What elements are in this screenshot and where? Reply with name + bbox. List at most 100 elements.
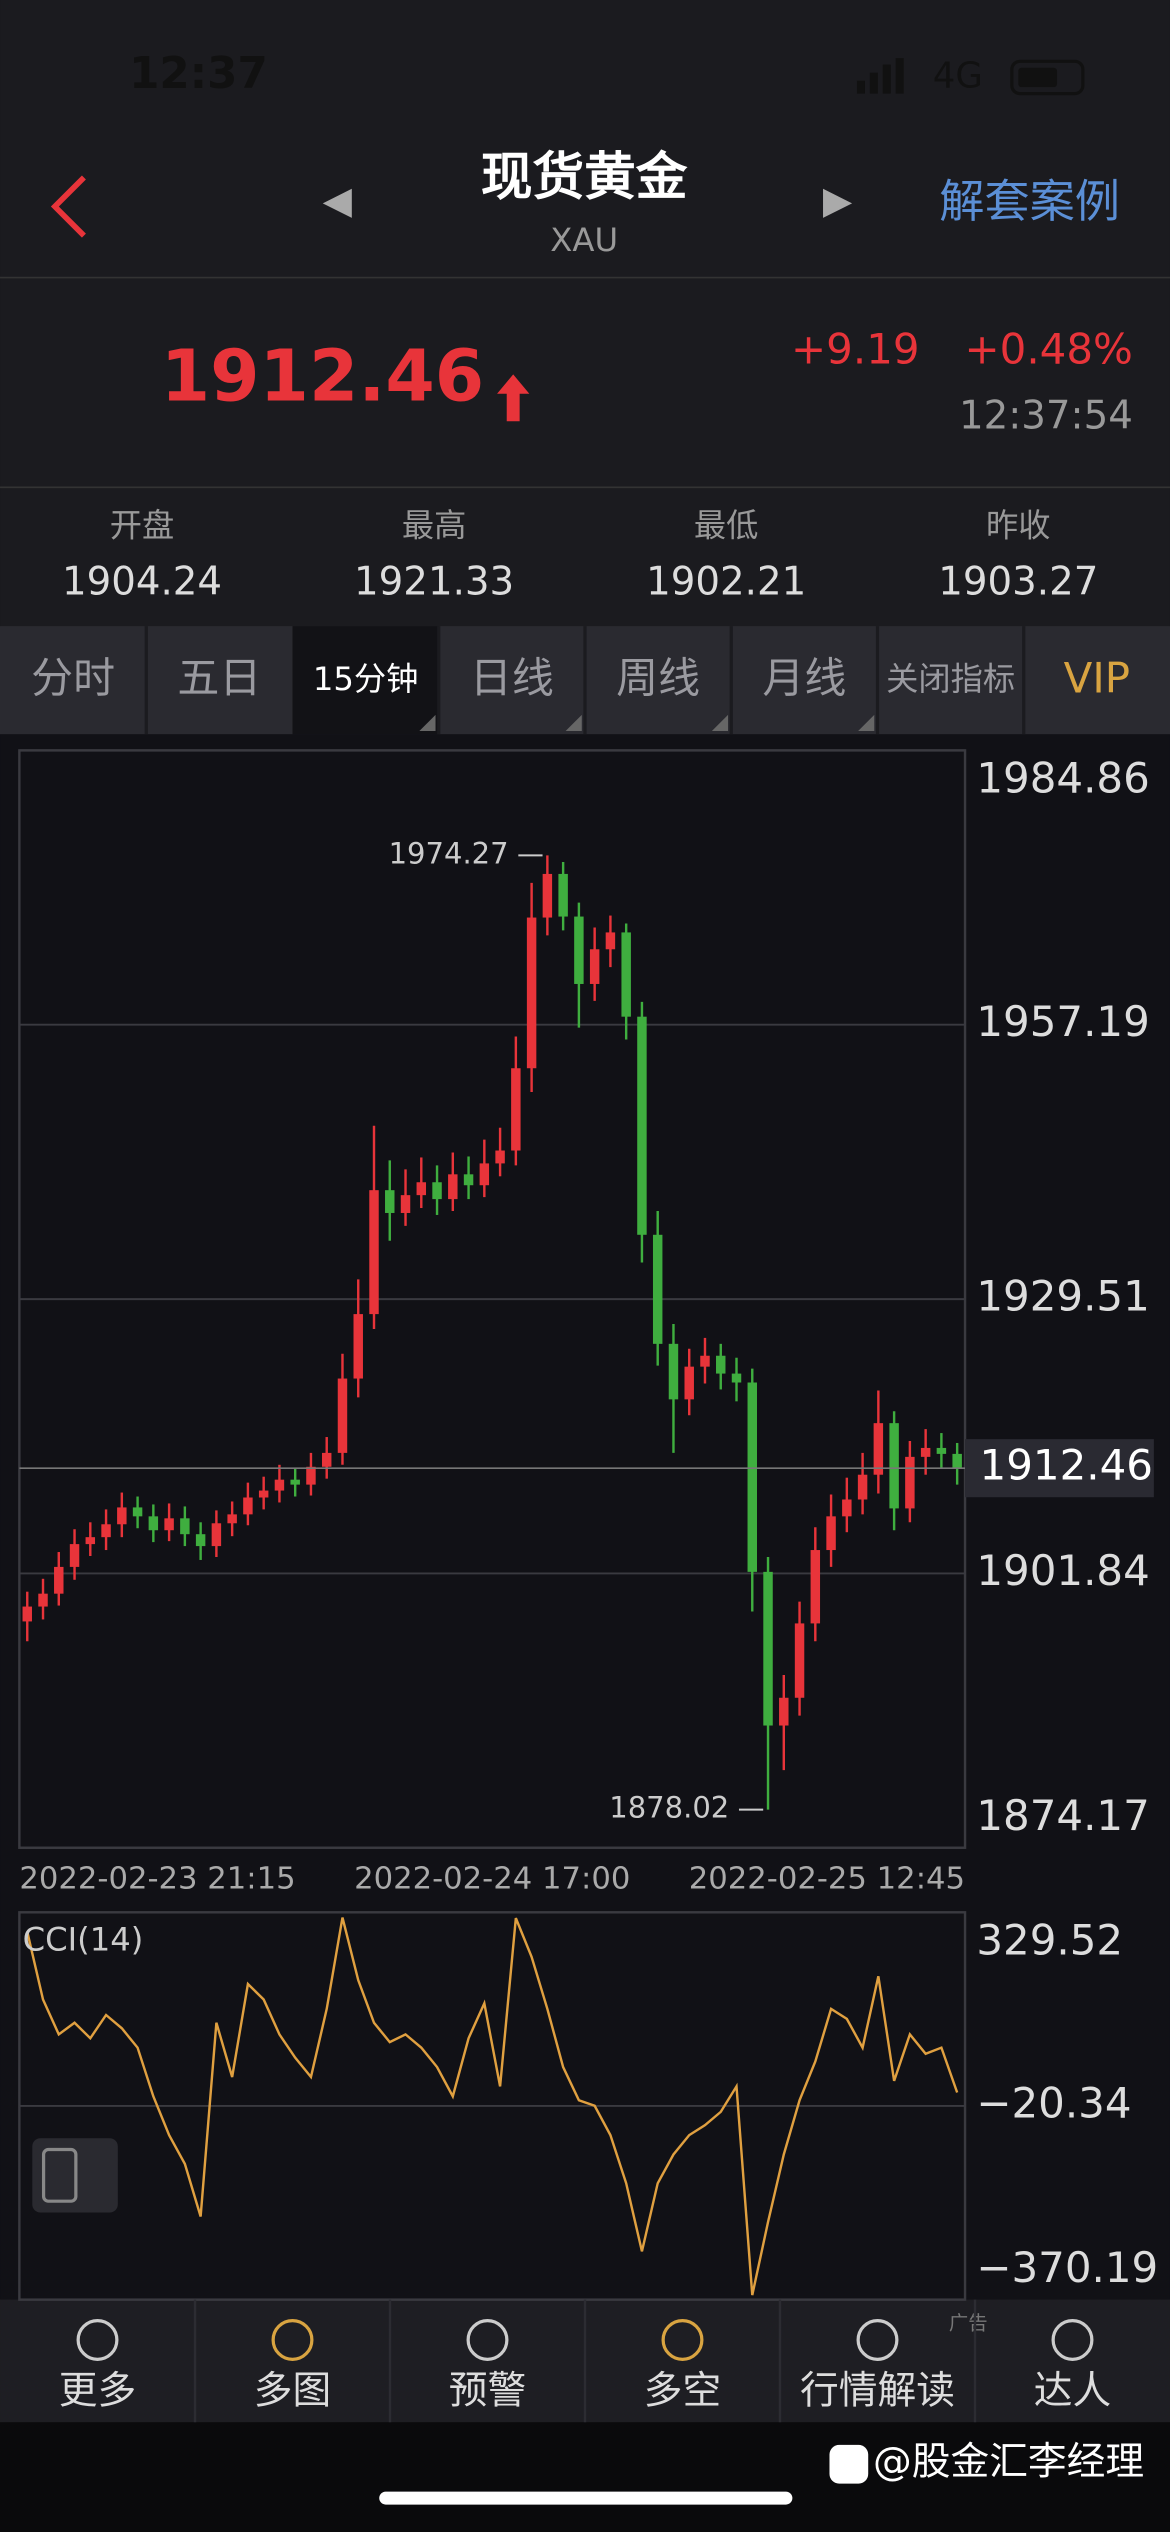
x-tick-label: 2022-02-24 17:00: [354, 1862, 630, 1897]
nav-icon[interactable]: [466, 2318, 509, 2361]
tab[interactable]: 周线: [616, 654, 700, 703]
nav-label[interactable]: 预警: [449, 2369, 526, 2414]
last-price-box: [965, 1439, 1154, 1498]
candle-body: [526, 917, 537, 1069]
candle-body: [132, 1507, 143, 1517]
nav-label[interactable]: 多图: [254, 2369, 331, 2414]
rotate-icon: [41, 2147, 78, 2203]
candle-body: [731, 1373, 742, 1383]
candle-body: [558, 873, 568, 917]
nav-icon[interactable]: [661, 2318, 704, 2361]
candle-body: [479, 1163, 490, 1186]
candle-body: [637, 1016, 647, 1235]
extreme-label: 1974.27: [389, 836, 509, 870]
candle-body: [337, 1378, 348, 1453]
nav-icon[interactable]: [1051, 2318, 1094, 2361]
tab[interactable]: 月线: [762, 654, 846, 703]
home-indicator: [379, 2491, 793, 2505]
candle-body: [306, 1466, 316, 1485]
candle-body: [22, 1606, 32, 1622]
last-price-label: 1912.46: [980, 1441, 1153, 1490]
candle-body: [684, 1366, 694, 1400]
candle-body: [826, 1516, 836, 1551]
nav-label[interactable]: 达人: [1034, 2369, 1111, 2414]
tab[interactable]: 关闭指标: [886, 660, 1015, 698]
candle-body: [794, 1623, 805, 1698]
cci-line: [26, 1917, 959, 2296]
candle-body: [69, 1544, 80, 1567]
candle-body: [810, 1550, 821, 1624]
y-tick-label: 1984.86: [976, 754, 1149, 803]
stat-value: 1921.33: [354, 560, 514, 605]
candle-body: [148, 1516, 159, 1531]
candle-body: [432, 1182, 442, 1200]
quote-time: 12:37:54: [959, 393, 1133, 438]
subtitle: XAU: [550, 221, 618, 259]
candle-body: [905, 1456, 915, 1509]
candle-body: [369, 1190, 379, 1315]
candle-body: [952, 1453, 962, 1469]
prev-button[interactable]: [322, 188, 352, 218]
y-tick-label: 1874.17: [976, 1791, 1149, 1840]
tab[interactable]: 分时: [31, 654, 115, 703]
indicator-title: CCI(14): [23, 1920, 144, 1958]
candle-body: [495, 1150, 505, 1164]
candle-body: [779, 1697, 789, 1726]
logo: [829, 2444, 869, 2484]
status-network: 4G: [933, 55, 983, 96]
nav-icon[interactable]: [856, 2318, 899, 2361]
candle-body: [842, 1499, 852, 1517]
candle-body: [763, 1571, 773, 1726]
candle-body: [54, 1566, 64, 1594]
extreme-label: 1878.02: [609, 1791, 729, 1825]
candle-body: [274, 1479, 285, 1491]
candle-body: [652, 1234, 663, 1344]
candle-body: [716, 1355, 726, 1374]
candle-body: [258, 1490, 269, 1498]
back-button[interactable]: [50, 175, 86, 238]
nav-icon[interactable]: [76, 2318, 119, 2361]
candle-body: [195, 1534, 206, 1547]
nav-label[interactable]: 行情解读: [800, 2369, 955, 2414]
tab[interactable]: VIP: [1064, 654, 1130, 703]
candle-body: [117, 1507, 127, 1525]
next-button[interactable]: [823, 188, 853, 218]
price: 1912.46: [161, 334, 484, 417]
candle-body: [936, 1447, 947, 1454]
title: 现货黄金: [481, 148, 688, 208]
candle-body: [416, 1182, 427, 1196]
signal-icon: [856, 58, 904, 94]
tab[interactable]: 15分钟: [313, 660, 419, 698]
stat-value: 1904.24: [62, 560, 222, 605]
up-arrow: [497, 374, 530, 422]
tab-corner: [419, 714, 436, 732]
nav-label[interactable]: 多空: [644, 2369, 721, 2414]
candle-body: [101, 1524, 111, 1538]
tab-selected-bg: [292, 626, 439, 735]
candle-body: [85, 1537, 96, 1545]
candle-body: [920, 1447, 931, 1457]
case-link[interactable]: 解套案例: [939, 175, 1120, 228]
nav-icon[interactable]: [271, 2318, 314, 2361]
battery-level: [1018, 67, 1058, 88]
status-time: 12:37: [129, 49, 268, 99]
stat-value: 1903.27: [938, 560, 1098, 605]
stat-label: 开盘: [110, 507, 175, 545]
candle-body: [889, 1423, 899, 1509]
stat-label: 昨收: [986, 507, 1051, 545]
tab[interactable]: 五日: [177, 654, 261, 703]
candle-body: [353, 1314, 363, 1379]
tab[interactable]: 日线: [470, 654, 554, 703]
candle-body: [180, 1518, 190, 1535]
candle-body: [589, 949, 600, 984]
x-tick-label: 2022-02-25 12:45: [689, 1862, 965, 1897]
candle-body: [243, 1497, 253, 1515]
stat-label: 最高: [402, 507, 467, 545]
top-bg: [0, 0, 1170, 735]
y-tick-label: −370.19: [976, 2243, 1158, 2292]
change-pct: +0.48%: [964, 324, 1132, 373]
candle-body: [385, 1190, 395, 1213]
nav-label[interactable]: 更多: [59, 2369, 136, 2414]
